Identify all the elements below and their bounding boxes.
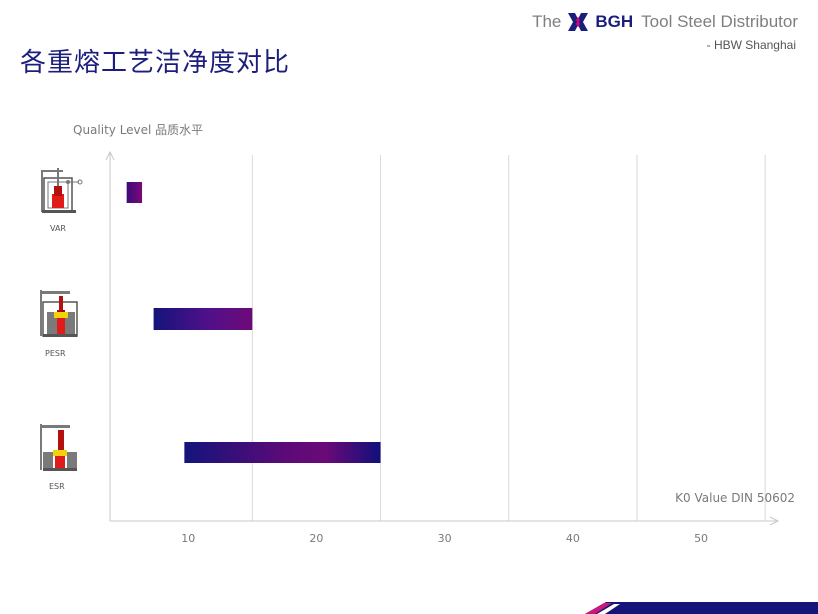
brand-suffix: Tool Steel Distributor	[641, 12, 798, 31]
bar-esr	[184, 442, 381, 463]
esr-label: ESR	[49, 482, 65, 491]
x-tick-labels: 10 20 30 40 50	[181, 532, 708, 545]
bar-pesr	[153, 308, 253, 330]
pesr-label: PESR	[45, 349, 66, 358]
x-tick-label-10: 10	[181, 532, 195, 545]
axes	[105, 150, 780, 526]
x-axis-arrow	[769, 516, 780, 526]
corner-decoration	[585, 602, 818, 614]
x-tick-label-50: 50	[694, 532, 708, 545]
y-axis-arrow	[105, 150, 115, 161]
range-bars	[126, 182, 381, 463]
grid-lines	[251, 155, 766, 521]
x-tick-label-20: 20	[309, 532, 323, 545]
slide-title: 各重熔工艺洁净度对比	[20, 48, 291, 78]
brand-prefix: The	[532, 12, 562, 31]
bgh-logo-icon	[568, 13, 589, 31]
esr-furnace-icon: ESR	[40, 424, 77, 491]
var-furnace-icon: VAR	[41, 168, 83, 233]
var-label: VAR	[50, 224, 66, 233]
bar-var	[126, 182, 143, 203]
brand-header: The BGH Tool Steel Distributor	[532, 12, 798, 32]
brand-name: BGH	[595, 12, 634, 31]
x-tick-label-30: 30	[438, 532, 452, 545]
pesr-furnace-icon: PESR	[40, 290, 78, 358]
y-axis-label: Quality Level 品质水平	[73, 123, 203, 137]
brand-subtitle: - HBW Shanghai	[706, 38, 796, 52]
x-axis-label: K0 Value DIN 50602	[675, 491, 795, 505]
x-tick-label-40: 40	[566, 532, 580, 545]
